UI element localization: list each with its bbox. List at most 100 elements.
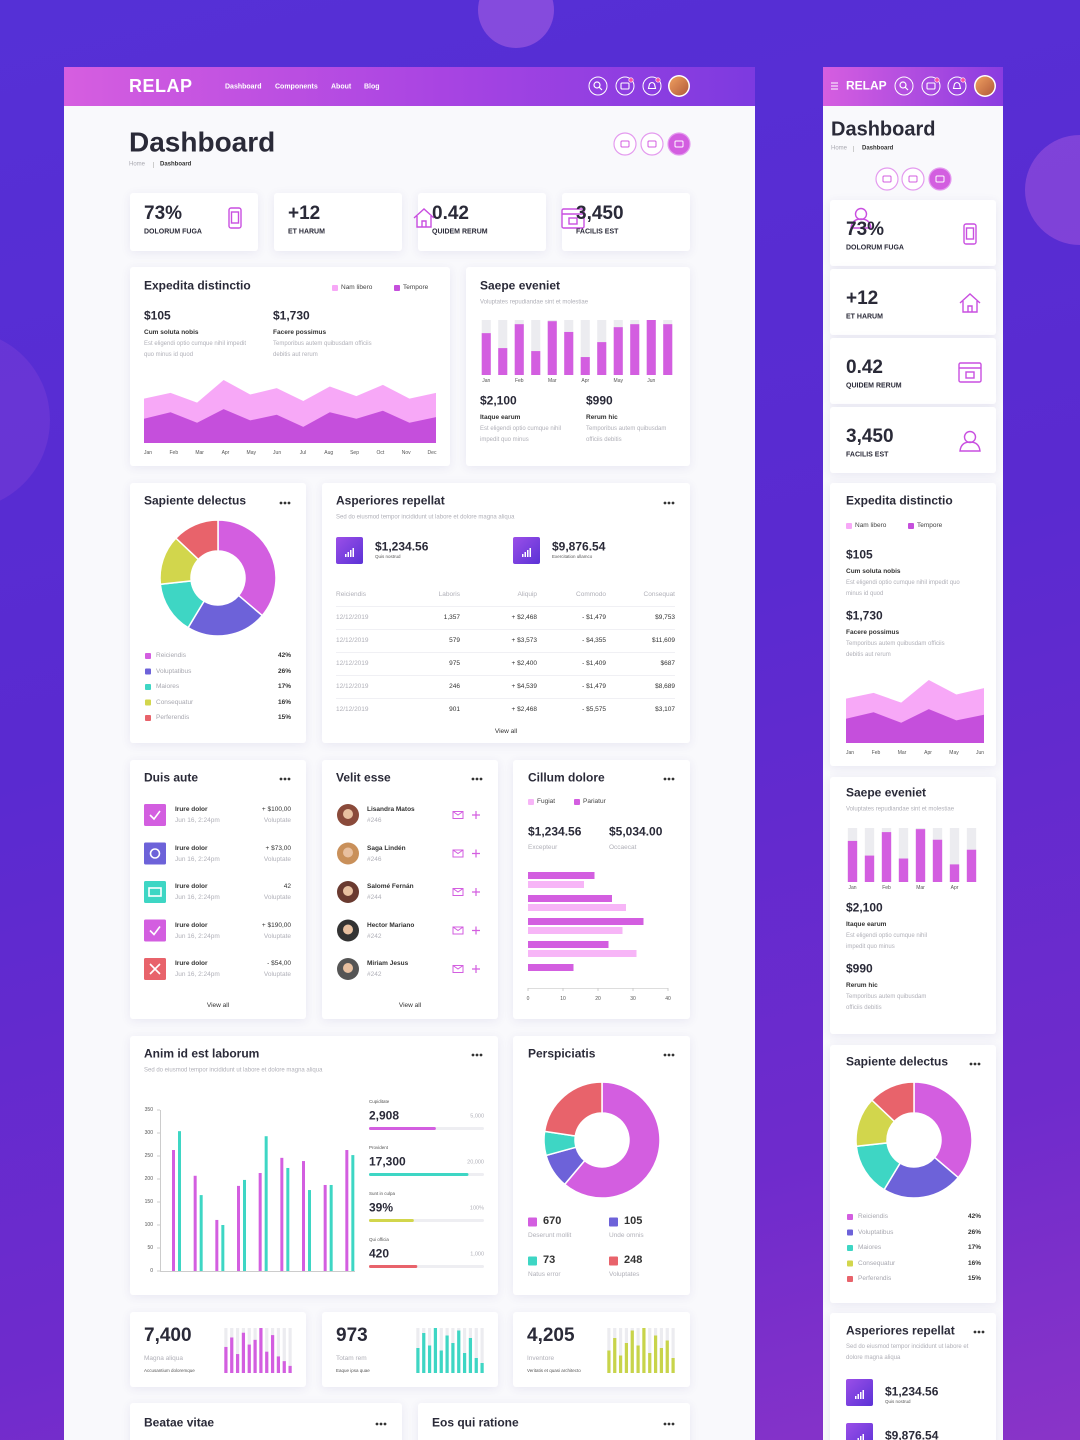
menu-dot[interactable] <box>667 1422 671 1426</box>
action-button[interactable] <box>901 167 925 191</box>
menu-dot[interactable] <box>383 1422 387 1426</box>
menu-dot[interactable] <box>977 1330 981 1334</box>
card-title: Expedita distinctio <box>144 278 251 293</box>
nav-icon-button[interactable] <box>894 76 914 96</box>
mail-button[interactable] <box>452 965 464 973</box>
legend-swatch <box>332 285 338 291</box>
legend-label: Tempore <box>403 283 429 291</box>
menu-dot[interactable] <box>279 501 283 505</box>
menu-dot[interactable] <box>663 1053 667 1057</box>
item-value: 42 <box>283 882 291 890</box>
action-button[interactable] <box>640 132 664 156</box>
menu-dot[interactable] <box>475 1053 479 1057</box>
bar <box>323 1184 327 1271</box>
menu-dot[interactable] <box>667 1053 671 1057</box>
stat-label: FACILIS EST <box>576 228 619 236</box>
nav-link[interactable]: Components <box>275 83 318 91</box>
add-button[interactable] <box>472 849 480 858</box>
brand-logo[interactable]: RELAP <box>129 75 193 96</box>
menu-dot[interactable] <box>287 501 291 505</box>
mail-button[interactable] <box>452 849 464 858</box>
bar <box>480 1363 484 1373</box>
x-tick-label: Jun <box>647 377 656 384</box>
item-title: Irure dolor <box>175 959 208 967</box>
add-button[interactable] <box>472 926 480 935</box>
legend-value: 26% <box>277 667 291 675</box>
person-avatar-face <box>343 847 353 858</box>
bar-track <box>949 828 960 882</box>
donut-slice <box>174 519 219 561</box>
nav-icon-button[interactable] <box>921 76 941 96</box>
view-all-link[interactable]: View all <box>206 1001 230 1009</box>
menu-dot[interactable] <box>667 501 671 505</box>
menu-dot[interactable] <box>973 1062 977 1066</box>
menu-dot[interactable] <box>475 777 479 781</box>
menu-dot[interactable] <box>973 1330 977 1334</box>
menu-dot[interactable] <box>667 777 671 781</box>
menu-dot[interactable] <box>379 1422 383 1426</box>
menu-dot[interactable] <box>471 1053 475 1057</box>
nav-icon-button[interactable] <box>947 76 967 96</box>
action-button[interactable] <box>928 167 952 191</box>
bar <box>498 348 508 375</box>
view-all-link[interactable]: View all <box>398 1001 422 1009</box>
nav-icon-button[interactable] <box>588 76 608 96</box>
view-all-link[interactable]: View all <box>494 727 518 735</box>
search-icon <box>904 86 909 91</box>
menu-dot[interactable] <box>287 777 291 781</box>
kpi-icon-bar <box>857 1394 859 1399</box>
add-button[interactable] <box>472 965 480 973</box>
stat-value: 973 <box>336 1325 368 1347</box>
action-button[interactable] <box>667 132 691 156</box>
table-cell: 12/12/2019 <box>336 682 369 690</box>
menu-dot[interactable] <box>671 1422 675 1426</box>
nav-icon-button[interactable] <box>642 76 662 96</box>
legend-swatch <box>609 1217 618 1227</box>
breadcrumb-link[interactable]: Home <box>831 145 848 152</box>
chat-icon <box>926 82 936 90</box>
add-button[interactable] <box>472 811 480 819</box>
menu-dot[interactable] <box>375 1422 379 1426</box>
badge <box>655 77 661 83</box>
menu-dot[interactable] <box>671 501 675 505</box>
nav-link[interactable]: Dashboard <box>225 83 262 91</box>
kpi-description: Est eligendi optio cumque nihil impedit … <box>846 933 928 951</box>
menu-dot[interactable] <box>977 1062 981 1066</box>
avatar <box>669 76 689 96</box>
bar <box>215 1219 219 1271</box>
page-title: Dashboard <box>129 126 276 158</box>
bar <box>881 832 892 882</box>
add-button[interactable] <box>472 888 480 896</box>
menu-dot[interactable] <box>671 777 675 781</box>
nav-icon-button[interactable] <box>615 76 635 96</box>
legend-value: 42% <box>277 651 291 659</box>
action-button[interactable] <box>875 167 899 191</box>
nav-link[interactable]: About <box>331 83 352 91</box>
menu-dot[interactable] <box>279 777 283 781</box>
legend-value: 73 <box>543 1254 556 1267</box>
breadcrumb-link[interactable]: Home <box>129 161 146 168</box>
menu-dot[interactable] <box>981 1330 985 1334</box>
menu-dot[interactable] <box>479 777 483 781</box>
brand-logo[interactable]: RELAP <box>846 78 887 93</box>
nav-link[interactable]: Blog <box>364 83 380 91</box>
menu-dot[interactable] <box>663 1422 667 1426</box>
menu-dot[interactable] <box>471 777 475 781</box>
legend-label: Maiores <box>156 682 180 690</box>
menu-dot[interactable] <box>663 777 667 781</box>
action-button[interactable] <box>613 132 637 156</box>
bar-track <box>580 320 590 375</box>
menu-dot[interactable] <box>663 501 667 505</box>
mail-button[interactable] <box>452 888 464 896</box>
bar <box>528 904 626 911</box>
mail-button[interactable] <box>452 926 464 935</box>
menu-dot[interactable] <box>283 501 287 505</box>
menu-dot[interactable] <box>479 1053 483 1057</box>
mail-button[interactable] <box>452 811 464 819</box>
item-value: + $73,00 <box>265 844 291 852</box>
bar <box>221 1225 225 1271</box>
menu-dot[interactable] <box>283 777 287 781</box>
menu-dot[interactable] <box>969 1062 973 1066</box>
breadcrumb-current: Dashboard <box>160 161 192 168</box>
menu-dot[interactable] <box>671 1053 675 1057</box>
